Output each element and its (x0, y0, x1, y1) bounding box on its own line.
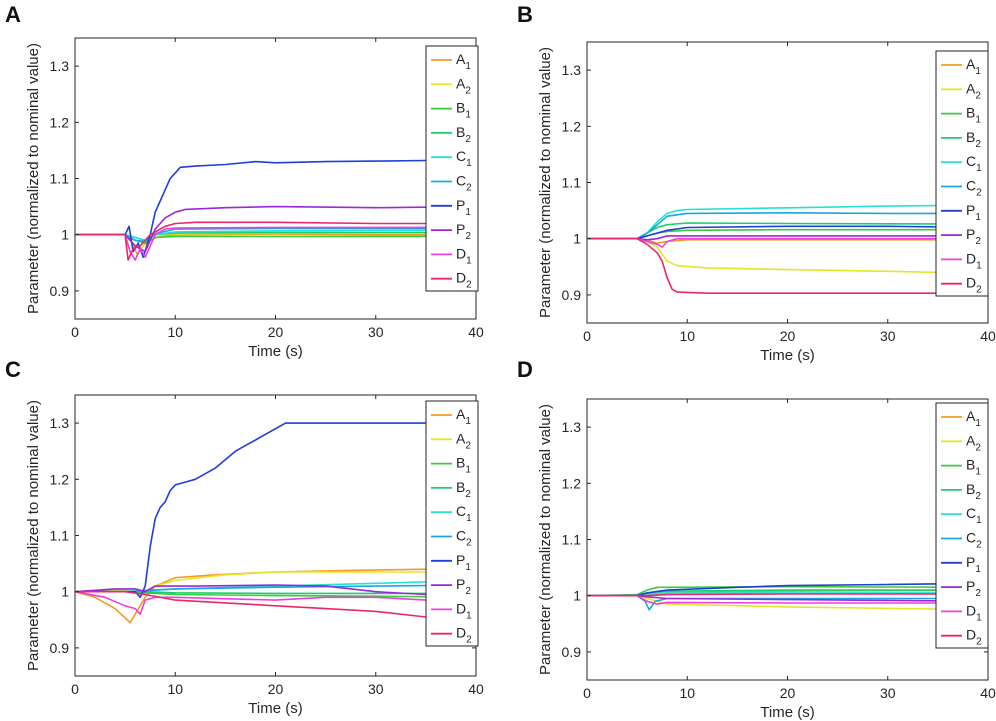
panel-C: C 0 10 20 30 40 0.9 1 1.1 1.2 1.3 Time (s) Parameter… (5, 357, 484, 717)
y-tick-label: 1.1 (562, 532, 582, 548)
y-tick-label: 1.3 (562, 62, 582, 78)
x-tick-label: 20 (780, 328, 796, 344)
y-tick-label: 0.9 (562, 644, 582, 660)
y-tick-label: 1.1 (50, 528, 70, 544)
x-axis-label: Time (s) (248, 700, 302, 717)
y-tick-label: 1 (573, 231, 581, 247)
legend-box (425, 45, 479, 292)
series-line-D1 (75, 590, 476, 616)
y-tick-label: 1.3 (50, 58, 70, 74)
y-tick-label: 1.3 (562, 419, 582, 435)
series-line-P1 (75, 422, 476, 599)
series-lines (587, 204, 988, 295)
y-axis-label: Parameter (normalized to nominal value) (25, 400, 42, 671)
x-tick-label: 40 (468, 681, 484, 697)
y-tick-label: 0.9 (50, 640, 70, 656)
x-tick-label: 0 (583, 328, 591, 344)
x-tick-label: 30 (368, 324, 384, 340)
x-tick-label: 0 (71, 324, 79, 340)
x-tick-label: 40 (980, 328, 996, 344)
y-axis-label: Parameter (normalized to nominal value) (25, 43, 42, 314)
axes-box (586, 41, 989, 324)
series-line-C2 (587, 212, 988, 240)
series-line-D2 (75, 221, 476, 261)
axes-box (74, 37, 477, 320)
axes-box (74, 394, 477, 677)
series-line-P2 (75, 584, 476, 599)
series-line-P1 (587, 225, 988, 240)
x-tick-label: 0 (583, 685, 591, 701)
x-tick-label: 10 (167, 324, 183, 340)
y-tick-label: 0.9 (50, 283, 70, 299)
axes-box (586, 398, 989, 681)
panel-label: C (5, 357, 21, 382)
series-line-D2 (587, 593, 988, 597)
x-tick-label: 10 (679, 328, 695, 344)
x-tick-label: 20 (780, 685, 796, 701)
y-tick-label: 1 (573, 588, 581, 604)
y-tick-label: 1.2 (50, 471, 70, 487)
x-tick-label: 20 (268, 324, 284, 340)
y-axis-label: Parameter (normalized to nominal value) (537, 47, 554, 318)
panel-D: D 0 10 20 30 40 0.9 1 1.1 1.2 1.3 Time (s) Parameter… (517, 357, 996, 721)
y-tick-label: 1.1 (562, 175, 582, 191)
x-tick-label: 10 (679, 685, 695, 701)
x-axis-label: Time (s) (248, 343, 302, 360)
y-tick-label: 1.2 (562, 118, 582, 134)
legend-box (935, 50, 989, 297)
x-axis-label: Time (s) (760, 347, 814, 364)
series-line-D2 (587, 237, 988, 295)
series-lines (75, 159, 476, 261)
y-tick-label: 1.1 (50, 171, 70, 187)
x-axis-label: Time (s) (760, 704, 814, 721)
series-line-P2 (75, 205, 476, 253)
x-tick-label: 30 (368, 681, 384, 697)
x-tick-label: 0 (71, 681, 79, 697)
y-tick-label: 1.2 (50, 114, 70, 130)
panel-label: A (5, 2, 21, 27)
x-tick-label: 10 (167, 681, 183, 697)
series-line-D2 (75, 590, 476, 618)
series-line-A2 (75, 571, 476, 593)
x-tick-label: 30 (880, 328, 896, 344)
series-line-D1 (75, 226, 476, 261)
legend-box (425, 400, 479, 647)
legend-box (935, 402, 989, 649)
panel-B: B 0 10 20 30 40 0.9 1 1.1 1.2 1.3 Time (s) Parameter… (517, 2, 996, 364)
y-tick-label: 1.3 (50, 415, 70, 431)
x-tick-label: 40 (468, 324, 484, 340)
y-axis-label: Parameter (normalized to nominal value) (537, 404, 554, 675)
x-tick-label: 40 (980, 685, 996, 701)
series-lines (587, 582, 988, 611)
panel-A: A 0 10 20 30 40 0.9 1 1.1 1.2 1.3 Time (s) Parameter… (5, 2, 484, 360)
panel-label: D (517, 357, 533, 382)
x-tick-label: 30 (880, 685, 896, 701)
panel-label: B (517, 2, 533, 27)
x-tick-label: 20 (268, 681, 284, 697)
y-tick-label: 0.9 (562, 287, 582, 303)
y-tick-label: 1.2 (562, 475, 582, 491)
y-tick-label: 1 (61, 584, 69, 600)
series-lines (75, 422, 476, 624)
y-tick-label: 1 (61, 227, 69, 243)
